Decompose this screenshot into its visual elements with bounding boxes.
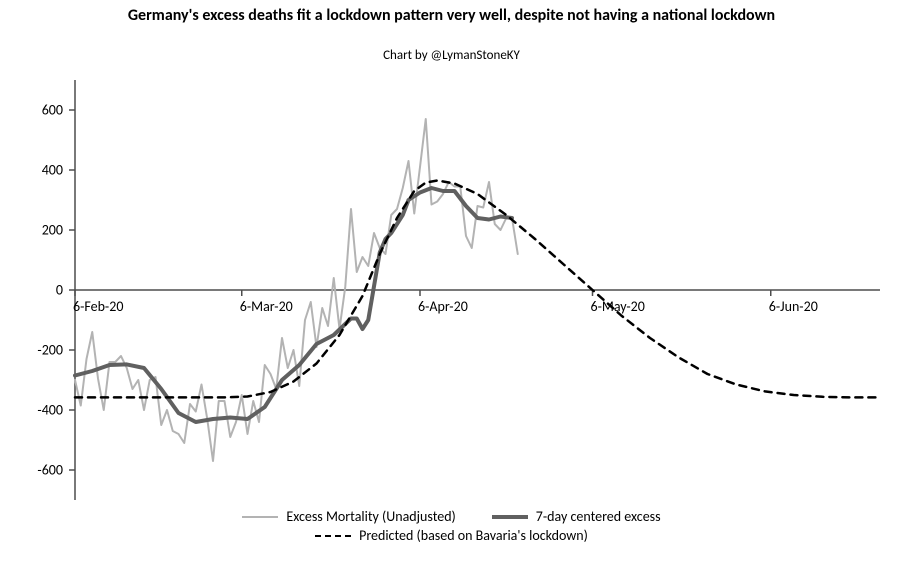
legend-swatch — [492, 515, 528, 519]
legend-item: Excess Mortality (Unadjusted) — [242, 508, 455, 525]
legend-item: Predicted (based on Bavaria's lockdown) — [315, 527, 588, 544]
y-tick-label: -200 — [0, 342, 63, 359]
x-tick-label: 6-Apr-20 — [418, 298, 468, 315]
chart-plot — [75, 80, 880, 500]
x-tick-label: 6-Feb-20 — [73, 298, 123, 315]
legend-swatch — [242, 516, 278, 518]
chart-legend: Excess Mortality (Unadjusted) 7-day cente… — [0, 508, 903, 544]
legend-item: 7-day centered excess — [492, 508, 661, 525]
legend-label: Excess Mortality (Unadjusted) — [286, 508, 455, 525]
legend-label: Predicted (based on Bavaria's lockdown) — [359, 527, 588, 544]
y-tick-label: -600 — [0, 462, 63, 479]
chart-container: Germany's excess deaths fit a lockdown p… — [0, 0, 903, 568]
y-tick-label: 200 — [0, 222, 63, 239]
chart-subtitle: Chart by @LymanStoneKY — [0, 48, 903, 64]
x-tick-label: 6-Jun-20 — [769, 298, 818, 315]
legend-label: 7-day centered excess — [536, 508, 661, 525]
legend-swatch — [315, 535, 351, 537]
y-tick-label: 400 — [0, 162, 63, 179]
x-tick-label: 6-May-20 — [591, 298, 645, 315]
x-tick-label: 6-Mar-20 — [240, 298, 293, 315]
chart-title: Germany's excess deaths fit a lockdown p… — [0, 6, 903, 26]
y-tick-label: 0 — [0, 282, 63, 299]
y-tick-label: -400 — [0, 402, 63, 419]
y-tick-label: 600 — [0, 102, 63, 119]
